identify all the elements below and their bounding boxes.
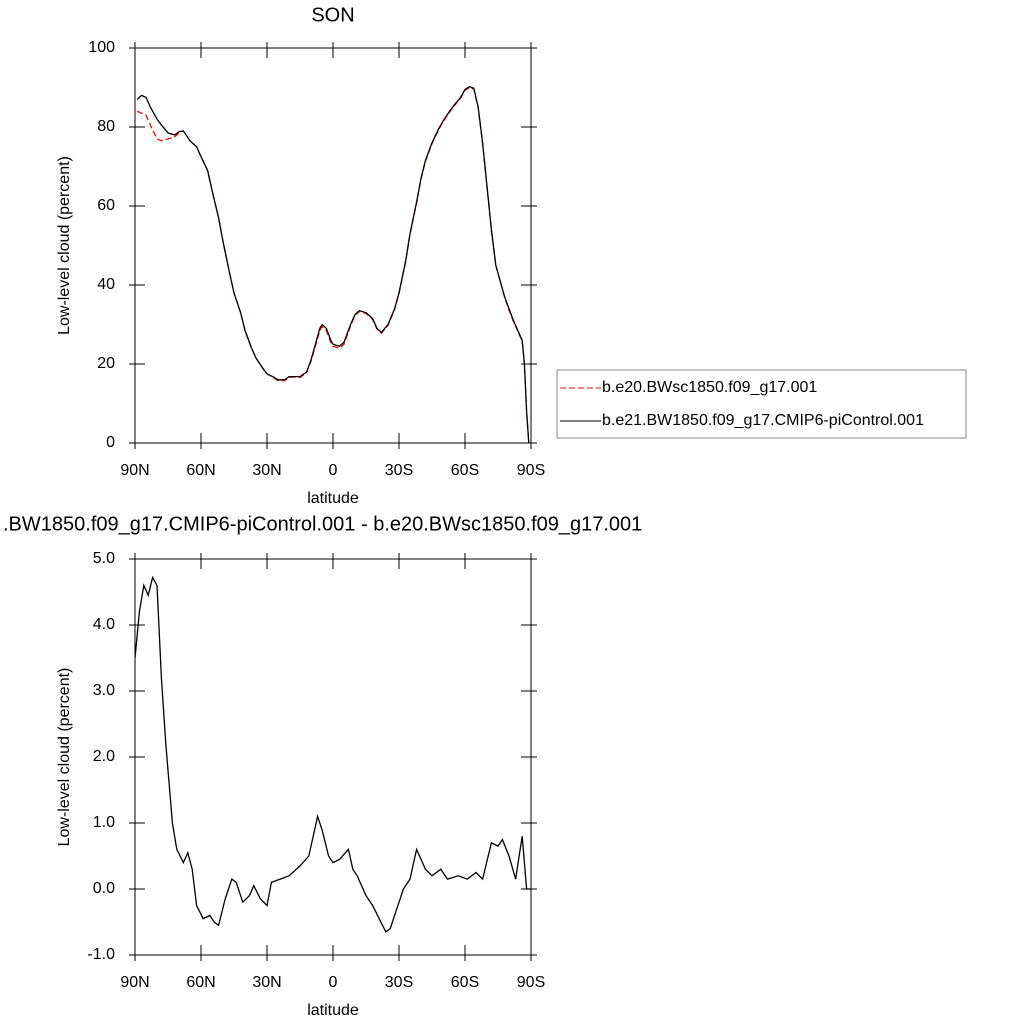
x-tick-label: 30N — [252, 462, 281, 479]
x-tick-label: 60S — [451, 462, 479, 479]
x-tick-label: 0 — [329, 974, 338, 991]
legend-label: b.e21.BW1850.f09_g17.CMIP6-piControl.001 — [602, 412, 924, 429]
x-tick-label: 60N — [186, 974, 215, 991]
x-axis-label: latitude — [307, 490, 359, 507]
x-tick-label: 90S — [517, 462, 545, 479]
x-tick-label: 0 — [329, 462, 338, 479]
y-tick-label: 40 — [97, 276, 115, 293]
x-tick-label: 90S — [517, 974, 545, 991]
y-axis-label: Low-level cloud (percent) — [56, 156, 73, 335]
y-tick-label: -1.0 — [87, 946, 115, 963]
y-tick-label: 60 — [97, 197, 115, 214]
x-axis-label: latitude — [307, 1002, 359, 1019]
data-line — [134, 575, 531, 933]
y-tick-label: 2.0 — [93, 748, 115, 765]
chart-title: .BW1850.f09_g17.CMIP6-piControl.001 - b.… — [3, 513, 642, 535]
chart-title: SON — [311, 4, 354, 26]
legend-label: b.e20.BWsc1850.f09_g17.001 — [602, 379, 817, 396]
data-line — [136, 85, 530, 444]
x-tick-label: 60N — [186, 462, 215, 479]
x-tick-label: 30N — [252, 974, 281, 991]
x-tick-label: 60S — [451, 974, 479, 991]
y-tick-label: 1.0 — [93, 814, 115, 831]
x-tick-label: 90N — [120, 462, 149, 479]
y-tick-label: 5.0 — [93, 550, 115, 567]
plot-frame — [134, 47, 532, 444]
y-tick-label: 20 — [97, 355, 115, 372]
y-tick-label: 100 — [88, 39, 115, 56]
y-tick-label: 0 — [106, 434, 115, 451]
y-axis-label: Low-level cloud (percent) — [56, 668, 73, 847]
legend-box — [556, 369, 967, 439]
plot-frame — [134, 558, 532, 956]
x-tick-label: 30S — [385, 462, 413, 479]
y-tick-label: 4.0 — [93, 616, 115, 633]
y-tick-label: 3.0 — [93, 682, 115, 699]
y-tick-label: 80 — [97, 118, 115, 135]
x-tick-label: 90N — [120, 974, 149, 991]
x-tick-label: 30S — [385, 974, 413, 991]
y-tick-label: 0.0 — [93, 880, 115, 897]
data-line — [136, 86, 530, 444]
